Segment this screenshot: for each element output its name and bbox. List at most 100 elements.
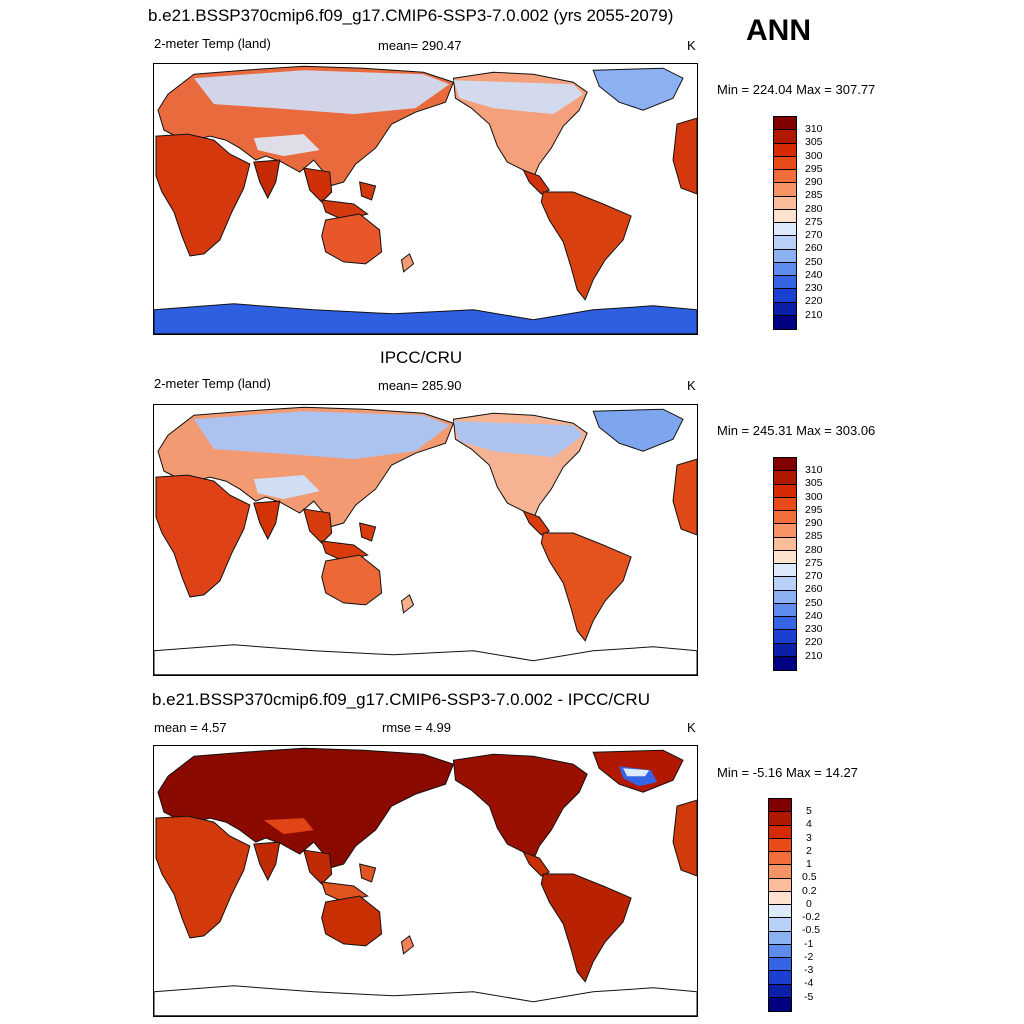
landmass bbox=[401, 253, 415, 273]
colorbar-swatch bbox=[774, 117, 796, 131]
colorbar-tick-label: 260 bbox=[805, 583, 823, 595]
colorbar-tick-label: 275 bbox=[805, 216, 823, 228]
landmass bbox=[303, 849, 333, 885]
colorbar-swatch bbox=[774, 643, 796, 657]
colorbar-tick-label: 280 bbox=[805, 544, 823, 556]
colorbar-swatch bbox=[774, 223, 796, 237]
colorbar-swatch bbox=[774, 484, 796, 498]
landmass bbox=[155, 474, 251, 598]
colorbar-tick-label: 300 bbox=[805, 150, 823, 162]
panel1-minmax-label: Min = 224.04 Max = 307.77 bbox=[717, 82, 876, 97]
colorbar-swatch bbox=[774, 537, 796, 551]
colorbar-tick-label: -3 bbox=[804, 964, 814, 976]
landmass bbox=[672, 458, 697, 536]
colorbar-tick-label: 4 bbox=[806, 818, 812, 830]
colorbar-swatch bbox=[774, 630, 796, 644]
landmass bbox=[592, 67, 684, 111]
colorbar-tick-label: 295 bbox=[805, 163, 823, 175]
landmass bbox=[540, 532, 632, 642]
colorbar-swatch bbox=[774, 511, 796, 525]
colorbar-swatch bbox=[769, 905, 791, 919]
colorbar-tick-label: 280 bbox=[805, 203, 823, 215]
colorbar-tick-label: 305 bbox=[805, 136, 823, 148]
landmass bbox=[155, 133, 251, 257]
colorbar-swatch bbox=[769, 944, 791, 958]
colorbar-swatch bbox=[769, 799, 791, 813]
colorbar-swatch bbox=[774, 170, 796, 184]
landmass bbox=[540, 191, 632, 301]
colorbar-tick-label: 275 bbox=[805, 557, 823, 569]
colorbar-tick-label: 220 bbox=[805, 295, 823, 307]
colorbar-swatch bbox=[774, 249, 796, 263]
panel3-units-label: K bbox=[687, 720, 696, 735]
colorbar-swatch bbox=[769, 838, 791, 852]
colorbar-swatch bbox=[774, 196, 796, 210]
colorbar-swatch bbox=[769, 958, 791, 972]
colorbar-tick-label: 290 bbox=[805, 517, 823, 529]
colorbar-tick-label: 210 bbox=[805, 309, 823, 321]
landmass bbox=[592, 408, 684, 452]
panel3-mean-label: mean = 4.57 bbox=[154, 720, 227, 735]
panel3-rmse-label: rmse = 4.99 bbox=[382, 720, 452, 735]
colorbar-swatch bbox=[774, 289, 796, 303]
landmass bbox=[154, 985, 697, 1016]
landmass bbox=[321, 554, 383, 606]
landmass bbox=[452, 753, 588, 861]
panel3-map bbox=[153, 745, 698, 1017]
panel3-colorbar bbox=[768, 798, 792, 1012]
colorbar-swatch bbox=[769, 931, 791, 945]
landmass bbox=[154, 644, 697, 675]
colorbar-tick-label: 285 bbox=[805, 530, 823, 542]
landmass bbox=[522, 169, 550, 195]
colorbar-swatch bbox=[774, 603, 796, 617]
landmass bbox=[154, 303, 697, 334]
colorbar-tick-label: -0.2 bbox=[802, 911, 821, 923]
landmass bbox=[672, 117, 697, 195]
colorbar-tick-label: 270 bbox=[805, 570, 823, 582]
colorbar-tick-label: 305 bbox=[805, 477, 823, 489]
panel1-mean-label: mean= 290.47 bbox=[378, 38, 462, 53]
colorbar-tick-label: 285 bbox=[805, 189, 823, 201]
colorbar-tick-label: 0 bbox=[806, 898, 812, 910]
colorbar-swatch bbox=[774, 276, 796, 290]
landmass bbox=[253, 841, 281, 881]
colorbar-swatch bbox=[774, 617, 796, 631]
colorbar-swatch bbox=[774, 315, 796, 329]
colorbar-tick-label: -5 bbox=[804, 991, 814, 1003]
panel2-title: IPCC/CRU bbox=[380, 348, 463, 367]
landmass bbox=[321, 213, 383, 265]
landmass bbox=[303, 167, 333, 203]
panel1-units-label: K bbox=[687, 38, 696, 53]
colorbar-swatch bbox=[774, 656, 796, 670]
landmass bbox=[155, 815, 251, 939]
colorbar-tick-label: 1 bbox=[806, 858, 812, 870]
landmass bbox=[401, 594, 415, 614]
landmass bbox=[522, 851, 550, 877]
panel1-map bbox=[153, 63, 698, 335]
colorbar-swatch bbox=[774, 524, 796, 538]
colorbar-tick-label: 0.5 bbox=[802, 871, 817, 883]
colorbar-tick-label: 230 bbox=[805, 282, 823, 294]
colorbar-tick-label: -4 bbox=[804, 977, 814, 989]
colorbar-swatch bbox=[774, 143, 796, 157]
panel3-title: b.e21.BSSP370cmip6.f09_g17.CMIP6-SSP3-7.… bbox=[152, 690, 650, 709]
colorbar-tick-label: -0.5 bbox=[802, 924, 821, 936]
panel2-colorbar bbox=[773, 457, 797, 671]
panel2-variable-label: 2-meter Temp (land) bbox=[154, 376, 271, 391]
colorbar-tick-label: 240 bbox=[805, 269, 823, 281]
colorbar-tick-label: 210 bbox=[805, 650, 823, 662]
colorbar-swatch bbox=[774, 209, 796, 223]
colorbar-swatch bbox=[774, 458, 796, 472]
landmass bbox=[522, 510, 550, 536]
colorbar-swatch bbox=[769, 865, 791, 879]
landmass bbox=[540, 873, 632, 983]
colorbar-tick-label: 295 bbox=[805, 504, 823, 516]
panel1-title: b.e21.BSSP370cmip6.f09_g17.CMIP6-SSP3-7.… bbox=[148, 6, 674, 25]
colorbar-tick-label: 250 bbox=[805, 256, 823, 268]
panel2-mean-label: mean= 285.90 bbox=[378, 378, 462, 393]
landmass bbox=[253, 159, 281, 199]
colorbar-swatch bbox=[769, 971, 791, 985]
colorbar-swatch bbox=[769, 997, 791, 1011]
landmass bbox=[253, 500, 281, 540]
colorbar-tick-label: 300 bbox=[805, 491, 823, 503]
